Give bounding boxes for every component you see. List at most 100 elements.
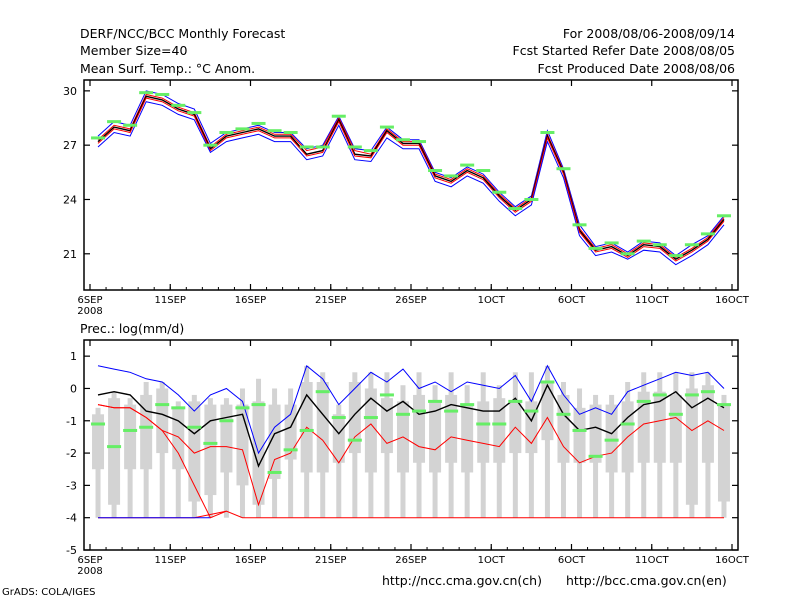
ensemble-box	[605, 404, 618, 473]
y-tick-label: 0	[70, 382, 77, 395]
ensemble-marker	[620, 252, 635, 256]
ensemble-marker	[412, 409, 427, 413]
ensemble-box	[589, 404, 602, 463]
ensemble-box	[541, 382, 554, 441]
started-date: Fcst Started Refer Date 2008/08/05	[512, 43, 736, 58]
ensemble-marker	[572, 428, 587, 432]
ensemble-marker	[508, 207, 523, 211]
ensemble-box	[284, 404, 297, 460]
ensemble-marker	[379, 125, 394, 129]
ensemble-marker	[428, 399, 443, 403]
x-tick-label: 26SEP	[395, 295, 426, 306]
x-tick-year: 2008	[77, 306, 102, 317]
ensemble-box	[701, 385, 714, 463]
ensemble-marker	[460, 163, 475, 167]
x-tick-label: 1OCT	[478, 555, 506, 566]
ensemble-marker	[107, 445, 122, 449]
ensemble-marker	[235, 406, 250, 410]
x-tick-label: 11SEP	[155, 295, 186, 306]
ensemble-marker	[251, 121, 266, 125]
ensemble-marker	[604, 241, 619, 245]
ensemble-box	[429, 401, 442, 473]
ensemble-marker	[315, 145, 330, 149]
ensemble-marker	[155, 92, 170, 96]
y-tick-label: -1	[66, 415, 77, 428]
forecast-period: For 2008/08/06-2008/09/14	[562, 26, 735, 41]
ensemble-marker	[171, 406, 186, 410]
x-tick-label: 26SEP	[395, 555, 426, 566]
ensemble-marker	[219, 131, 234, 134]
ensemble-box	[717, 404, 730, 502]
ensemble-box	[364, 388, 377, 473]
ensemble-box	[124, 404, 137, 470]
ensemble-box	[525, 401, 538, 454]
series-mean_lower	[97, 97, 725, 262]
x-tick-label: 6SEP	[77, 555, 102, 566]
x-tick-year: 2008	[77, 566, 102, 577]
ensemble-box	[316, 382, 329, 473]
ensemble-box	[669, 394, 682, 463]
ensemble-marker	[716, 214, 731, 218]
y-tick-label: 24	[63, 193, 77, 206]
ensemble-box	[413, 394, 426, 463]
series-upper	[97, 90, 725, 257]
ensemble-marker	[347, 145, 362, 149]
grads-credit: GrADS: COLA/IGES	[2, 587, 96, 598]
ensemble-marker	[267, 470, 282, 474]
x-tick-label: 16SEP	[235, 555, 266, 566]
x-tick-label: 11OCT	[635, 555, 670, 566]
ensemble-marker	[652, 243, 667, 247]
y-tick-label: 1	[70, 350, 77, 363]
ensemble-marker	[331, 416, 346, 420]
bcc-url[interactable]: http://bcc.cma.gov.cn(en)	[566, 573, 727, 588]
ensemble-marker	[700, 232, 715, 236]
ensemble-box	[268, 404, 281, 479]
ensemble-marker	[444, 174, 459, 178]
ensemble-marker	[524, 409, 539, 413]
ensemble-marker	[700, 390, 715, 394]
ensemble-box	[108, 398, 121, 505]
y-tick-label: 21	[63, 248, 77, 261]
ensemble-marker	[283, 131, 298, 134]
ensemble-marker	[315, 390, 330, 394]
ensemble-marker	[123, 428, 138, 432]
ensemble-box	[332, 414, 345, 463]
ensemble-marker	[636, 239, 651, 243]
ensemble-marker	[540, 380, 555, 384]
ensemble-marker	[460, 403, 475, 407]
ensemble-box	[156, 388, 169, 454]
ensemble-marker	[139, 91, 154, 95]
ensemble-marker	[588, 246, 603, 250]
x-tick-label: 6SEP	[77, 295, 102, 306]
ensemble-marker	[347, 438, 362, 442]
ncc-url[interactable]: http://ncc.cma.gov.cn(ch)	[382, 573, 542, 588]
x-tick-label: 1OCT	[478, 295, 506, 306]
x-tick-label: 11SEP	[155, 555, 186, 566]
ensemble-box	[172, 407, 185, 470]
series-floor_red	[98, 510, 724, 519]
ensemble-marker	[620, 422, 635, 426]
ensemble-marker	[604, 438, 619, 442]
series-upper	[97, 364, 725, 455]
x-tick-label: 6OCT	[558, 295, 586, 306]
ensemble-marker	[508, 399, 523, 403]
ensemble-box	[204, 404, 217, 496]
ensemble-marker	[556, 412, 571, 416]
variable-label: Mean Surf. Temp.: °C Anom.	[80, 61, 256, 76]
x-tick-label: 16SEP	[235, 295, 266, 306]
ensemble-marker	[91, 136, 106, 140]
ensemble-box	[557, 394, 570, 463]
ensemble-marker	[636, 399, 651, 403]
ensemble-marker	[187, 111, 202, 115]
precip-title: Prec.: log(mm/d)	[80, 321, 185, 336]
x-tick-label: 6OCT	[558, 555, 586, 566]
ensemble-marker	[267, 129, 282, 133]
x-tick-label: 16OCT	[715, 555, 750, 566]
ensemble-box	[685, 388, 698, 505]
ensemble-marker	[556, 167, 571, 171]
ensemble-marker	[299, 145, 314, 149]
produced-date: Fcst Produced Date 2008/08/06	[537, 61, 735, 76]
ensemble-marker	[251, 403, 266, 407]
